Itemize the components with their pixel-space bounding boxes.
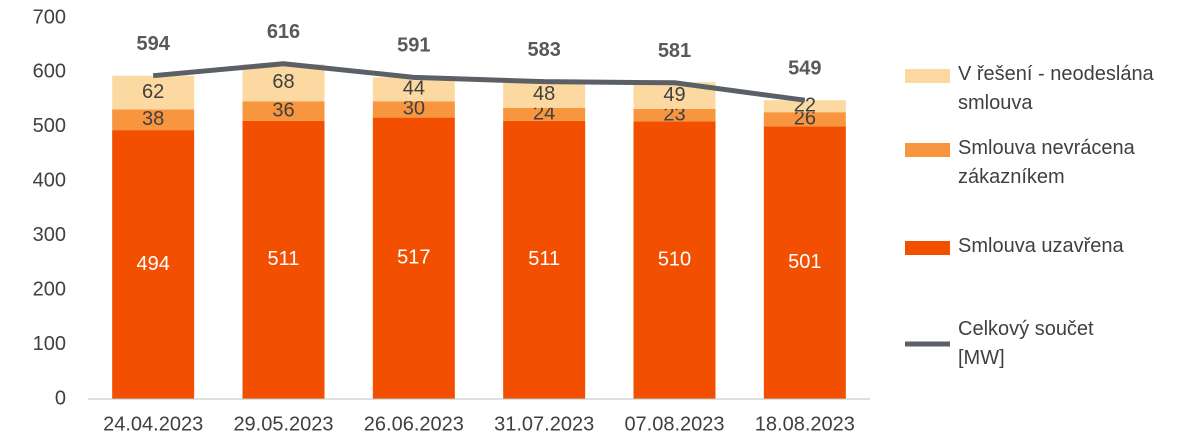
value-label: 511	[528, 248, 560, 270]
value-label: 510	[658, 248, 691, 270]
bar-segment	[633, 121, 716, 400]
legend-swatch	[905, 143, 950, 157]
bar-segment	[633, 108, 716, 122]
x-tick-label: 24.04.2023	[103, 413, 203, 435]
y-tick-label: 200	[33, 278, 66, 300]
value-label: 494	[136, 253, 169, 275]
value-label: 68	[272, 71, 294, 93]
bar-segment	[503, 107, 586, 121]
value-label: 49	[663, 84, 685, 106]
bar-segment	[112, 109, 195, 131]
legend-swatch	[905, 69, 950, 83]
x-tick-label: 07.08.2023	[624, 413, 724, 435]
y-tick-label: 300	[33, 224, 66, 246]
bar-segment	[503, 81, 586, 108]
value-label: 36	[272, 99, 294, 121]
x-tick-label: 26.06.2023	[364, 413, 464, 435]
value-label: 24	[533, 103, 555, 125]
total-label: 583	[527, 39, 560, 61]
value-label: 501	[788, 251, 821, 273]
legend-label: Smlouva nevrácena zákazníkem	[958, 137, 1135, 188]
y-tick-label: 500	[33, 115, 66, 137]
y-tick-label: 400	[33, 170, 66, 192]
total-label: 591	[397, 35, 430, 57]
x-tick-label: 29.05.2023	[233, 413, 333, 435]
legend-label: V řešení - neodeslána smlouva	[958, 63, 1154, 114]
value-label: 517	[397, 247, 430, 269]
x-tick-label: 31.07.2023	[494, 413, 594, 435]
value-label: 26	[794, 108, 816, 130]
total-label: 581	[658, 40, 691, 62]
x-tick-label: 18.08.2023	[755, 413, 855, 435]
bar-segment	[372, 77, 455, 102]
total-label: 594	[136, 33, 170, 55]
legend-swatch	[905, 241, 950, 255]
value-label: 38	[142, 108, 164, 130]
bar-segment	[763, 126, 846, 399]
bar-segment	[372, 117, 455, 400]
bar-segment	[763, 100, 846, 113]
bar-segment	[503, 120, 586, 400]
value-label: 48	[533, 83, 555, 105]
value-label: 30	[403, 98, 425, 120]
total-line	[152, 61, 806, 103]
bar-segment	[242, 120, 325, 400]
bar-segment	[112, 75, 195, 110]
bar-segment	[112, 130, 195, 399]
bar-segment	[242, 101, 325, 121]
value-label: 23	[663, 103, 685, 125]
legend-label: Smlouva uzavřena	[958, 235, 1124, 257]
y-tick-label: 700	[33, 6, 66, 28]
y-tick-label: 0	[55, 387, 66, 409]
value-label: 44	[403, 78, 425, 100]
total-label: 616	[267, 21, 300, 43]
bar-segment	[763, 112, 846, 127]
legend-label: Celkový součet [MW]	[958, 318, 1094, 369]
value-label: 511	[268, 248, 300, 270]
bar-segment	[372, 101, 455, 118]
bar-segment	[242, 64, 325, 102]
total-label: 549	[788, 57, 821, 79]
value-label: 62	[142, 81, 164, 103]
y-tick-label: 100	[33, 333, 66, 355]
y-tick-label: 600	[33, 61, 66, 83]
